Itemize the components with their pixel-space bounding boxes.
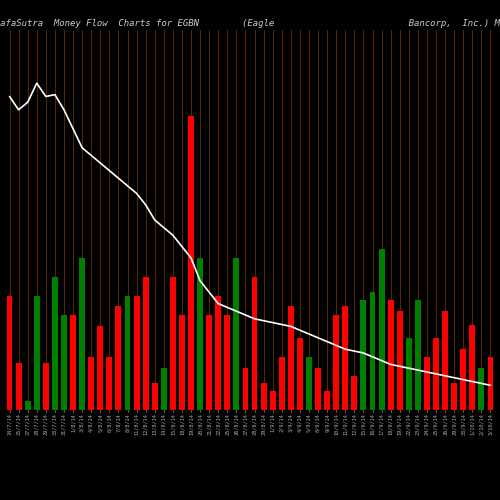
Bar	[242, 368, 248, 410]
Bar	[470, 324, 476, 410]
Bar	[315, 368, 321, 410]
Bar	[34, 296, 40, 410]
Bar	[142, 277, 148, 410]
Bar	[134, 296, 140, 410]
Bar	[197, 258, 203, 410]
Bar	[206, 315, 212, 410]
Bar	[43, 362, 49, 410]
Bar	[424, 357, 430, 410]
Bar	[388, 300, 394, 410]
Bar	[224, 315, 230, 410]
Bar	[451, 384, 457, 410]
Bar	[98, 326, 103, 410]
Bar	[161, 368, 166, 410]
Bar	[179, 315, 185, 410]
Bar	[360, 300, 366, 410]
Bar	[6, 296, 12, 410]
Bar	[279, 357, 284, 410]
Bar	[260, 384, 266, 410]
Bar	[124, 296, 130, 410]
Bar	[397, 311, 402, 410]
Bar	[270, 391, 276, 410]
Bar	[334, 315, 339, 410]
Bar	[306, 357, 312, 410]
Bar	[460, 349, 466, 410]
Bar	[352, 376, 358, 410]
Bar	[406, 338, 411, 410]
Bar	[378, 248, 384, 410]
Title: ManafaSutra  Money Flow  Charts for EGBN        (Eagle                         B: ManafaSutra Money Flow Charts for EGBN (…	[0, 19, 500, 28]
Bar	[152, 384, 158, 410]
Bar	[216, 296, 221, 410]
Bar	[478, 368, 484, 410]
Bar	[324, 391, 330, 410]
Bar	[370, 292, 376, 410]
Bar	[61, 315, 67, 410]
Bar	[488, 357, 494, 410]
Bar	[297, 338, 303, 410]
Bar	[415, 300, 421, 410]
Bar	[234, 258, 239, 410]
Bar	[170, 277, 176, 410]
Bar	[106, 357, 112, 410]
Bar	[433, 338, 439, 410]
Bar	[79, 258, 85, 410]
Bar	[342, 306, 348, 410]
Bar	[24, 400, 30, 410]
Bar	[52, 277, 58, 410]
Bar	[442, 311, 448, 410]
Bar	[252, 277, 258, 410]
Bar	[188, 116, 194, 410]
Bar	[16, 362, 22, 410]
Bar	[116, 306, 121, 410]
Bar	[70, 315, 76, 410]
Bar	[88, 357, 94, 410]
Bar	[288, 306, 294, 410]
